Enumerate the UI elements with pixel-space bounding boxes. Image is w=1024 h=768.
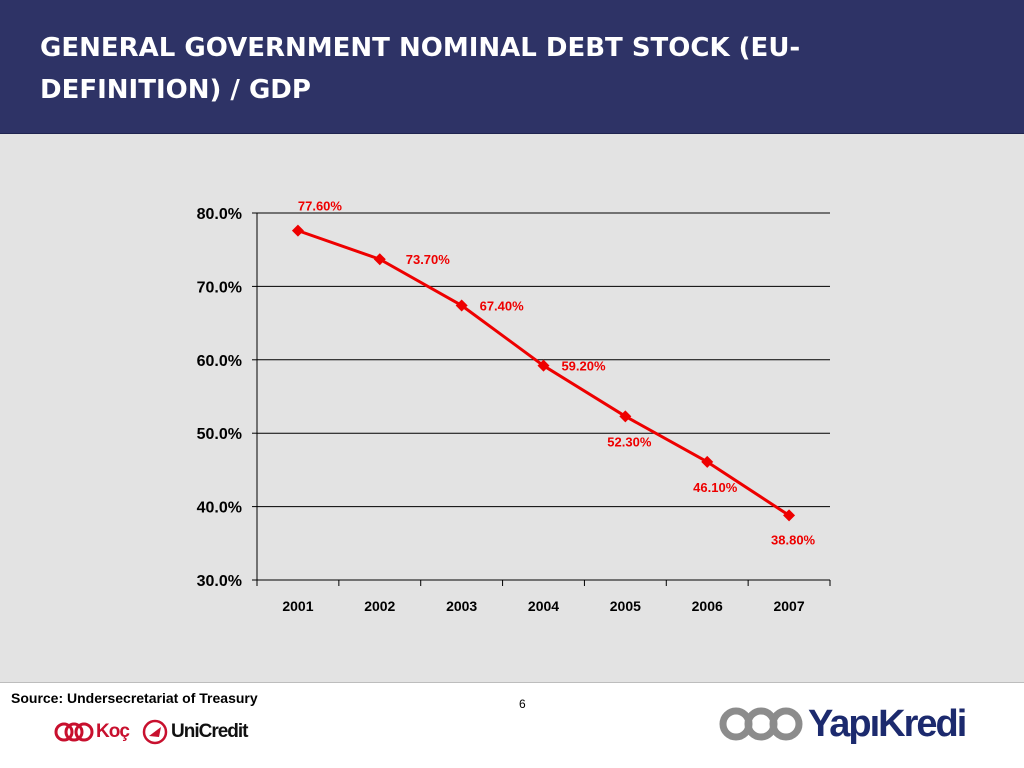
- x-tick-label: 2005: [610, 598, 641, 614]
- series-line: [297, 229, 790, 517]
- y-tick-label: 30.0%: [197, 573, 242, 590]
- data-point: [291, 224, 304, 237]
- koc-emblem-icon: [54, 722, 94, 742]
- chart-panel: 30.0% 40.0% 50.0% 60.0% 70.0% 80.0% 2001 2002 20…: [0, 134, 1024, 683]
- data-point: [701, 455, 714, 468]
- data-label: 77.60%: [298, 199, 343, 214]
- data-label: 52.30%: [607, 434, 652, 449]
- unicredit-emblem-icon: [142, 719, 168, 745]
- data-label: 38.80%: [771, 532, 816, 547]
- x-tick-label: 2007: [773, 598, 804, 614]
- x-tick-label: 2001: [282, 598, 313, 614]
- data-label: 46.10%: [693, 480, 738, 495]
- koc-logo-text: Koç: [96, 721, 130, 742]
- x-tick-label: 2004: [528, 598, 559, 614]
- title-bar: GENERAL GOVERNMENT NOMINAL DEBT STOCK (E…: [0, 0, 1024, 134]
- y-tick-label: 50.0%: [197, 426, 242, 443]
- page-number: 6: [519, 697, 526, 711]
- data-point: [373, 253, 386, 266]
- unicredit-logo: UniCredit: [142, 719, 248, 745]
- x-tick-label: 2006: [692, 598, 723, 614]
- data-point: [455, 299, 468, 312]
- koc-logo: Koç: [54, 720, 130, 744]
- data-point: [619, 410, 632, 423]
- yapikredi-emblem-icon: [719, 707, 803, 741]
- data-label: 73.70%: [406, 252, 451, 267]
- yapikredi-logo-text: YapıKredi: [808, 702, 967, 745]
- y-tick-label: 40.0%: [197, 500, 242, 517]
- y-tick-label: 70.0%: [197, 279, 242, 296]
- y-tick-label: 80.0%: [197, 206, 242, 223]
- x-tick-label: 2002: [364, 598, 395, 614]
- unicredit-logo-text: UniCredit: [171, 721, 248, 742]
- data-label: 59.20%: [561, 359, 606, 374]
- footer: [0, 683, 1024, 768]
- yapikredi-logo: YapıKredi: [718, 700, 967, 748]
- line-chart: 30.0% 40.0% 50.0% 60.0% 70.0% 80.0% 2001 2002 20…: [197, 199, 831, 614]
- y-tick-label: 60.0%: [197, 353, 242, 370]
- slide-title: GENERAL GOVERNMENT NOMINAL DEBT STOCK (E…: [40, 33, 801, 105]
- x-tick-label: 2003: [446, 598, 477, 614]
- data-point: [537, 359, 550, 372]
- data-label: 67.40%: [480, 298, 525, 313]
- source-note: Source: Undersecretariat of Treasury: [11, 690, 258, 706]
